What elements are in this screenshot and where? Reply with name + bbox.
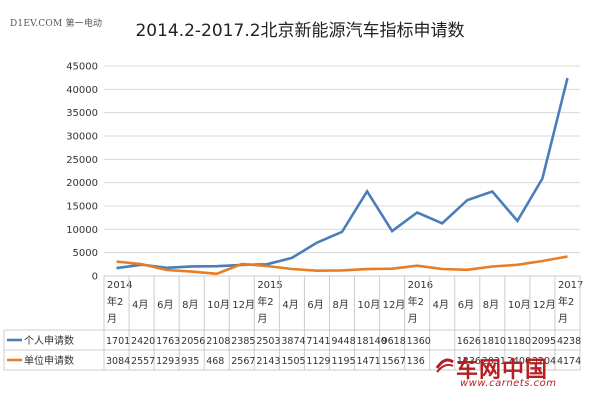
x-tick-label: 4月	[433, 299, 449, 311]
table-cell-value: 2031	[482, 356, 506, 367]
table-cell-value: 1701	[106, 336, 130, 347]
series-line	[116, 77, 569, 270]
x-tick-label: 12月	[232, 299, 255, 311]
x-tick-label: 2016 年2 月	[408, 280, 433, 325]
table-cell-value: 2095	[532, 336, 556, 347]
x-tick-label: 4月	[282, 299, 298, 311]
table-cell-value: 18140	[357, 336, 387, 347]
table-cell-value: 1195	[331, 356, 355, 367]
watermark-d1ev: D1EV.COM 第一电动	[10, 19, 103, 29]
y-tick-label: 35000	[66, 108, 98, 119]
x-tick-label: 8月	[182, 299, 198, 311]
y-tick-label: 25000	[66, 155, 98, 166]
table-cell-value: 1336	[457, 356, 481, 367]
table-cell-value: 1626	[457, 336, 481, 347]
legend-label: 单位申请数	[24, 354, 74, 367]
data-table: 个人申请数 1701 2420 1763 2056 2108 2385 2503 3874 714…	[3, 275, 581, 371]
table-cell-value: 1471	[357, 356, 381, 367]
x-tick-label: 6月	[307, 299, 323, 311]
table-cell-value: 1810	[482, 336, 506, 347]
x-tick-label: 10月	[358, 299, 381, 311]
table-cell-value: 2503	[256, 336, 280, 347]
y-tick-label: 5000	[73, 248, 98, 259]
series-group	[116, 77, 569, 276]
table-cell-value: 935	[181, 356, 199, 367]
series-line	[116, 255, 568, 276]
x-tick-label: 8月	[332, 299, 348, 311]
x-tick-label: 4月	[132, 299, 148, 311]
table-cell-value: 1763	[156, 336, 180, 347]
legend-label: 个人申请数	[24, 334, 74, 347]
table-cell-value: 3204	[532, 356, 556, 367]
table-cell-value: 2143	[256, 356, 280, 367]
table-cell-value: 2557	[131, 356, 155, 367]
table-cell-value: 9448	[331, 336, 355, 347]
watermark-carnets: 车网中国 www.carnets.com	[434, 350, 594, 394]
table-cell-value: 2400	[507, 356, 531, 367]
table-cell-value: 2056	[181, 336, 205, 347]
table-cell-value: 1293	[156, 356, 180, 367]
x-tick-label: 8月	[483, 299, 499, 311]
x-tick-label: 10月	[207, 299, 230, 311]
x-tick-label: 12月	[383, 299, 406, 311]
y-tick-label: 30000	[66, 132, 98, 143]
y-tick-label: 10000	[66, 225, 98, 236]
table-cell-value: 136	[407, 356, 425, 367]
y-tick-label: 20000	[66, 178, 98, 189]
y-tick-label: 45000	[66, 62, 98, 73]
x-tick-label: 10月	[508, 299, 531, 311]
table-cell-value: 3874	[281, 336, 305, 347]
table-cell-value: 7141	[306, 336, 330, 347]
carnets-logo-name: 车网中国	[456, 358, 549, 383]
table-cell-value: 2385	[231, 336, 255, 347]
x-tick-label: 6月	[458, 299, 474, 311]
x-tick-label: 12月	[533, 299, 556, 311]
chart-title: 2014.2-2017.2北京新能源汽车指标申请数	[135, 21, 464, 41]
x-tick-label: 6月	[157, 299, 173, 311]
table-cell-value: 1129	[306, 356, 330, 367]
table-cell-value: 1360	[407, 336, 431, 347]
table-cell-value: 3084	[106, 356, 130, 367]
table-cell-value: 2567	[231, 356, 255, 367]
y-axis: 0 5000 10000 15000 20000 25000 30000 35000 40000…	[66, 62, 98, 283]
y-tick-label: 15000	[66, 202, 98, 213]
table-cell-value: 1567	[382, 356, 406, 367]
table-cell-value: 1505	[281, 356, 305, 367]
table-cell-value: 4238	[557, 336, 581, 347]
carnets-logo-icon	[435, 358, 454, 373]
x-tick-label: 2017 年2 月	[558, 280, 583, 325]
table-cell-value: 1180	[507, 336, 531, 347]
carnets-logo-url: www.carnets.com	[460, 378, 557, 389]
table-cell-value: 4174	[557, 356, 581, 367]
grid	[104, 65, 580, 277]
y-tick-label: 40000	[66, 85, 98, 96]
table-cell-value: 2108	[206, 336, 230, 347]
x-tick-label: 2014 年2 月	[107, 280, 132, 325]
x-tick-label: 2015 年2 月	[257, 280, 282, 325]
table-cell-value: 468	[206, 356, 224, 367]
table-cell-value: 2420	[131, 336, 155, 347]
y-tick-label: 0	[92, 272, 98, 283]
table-cell-value: 9618	[382, 336, 406, 347]
